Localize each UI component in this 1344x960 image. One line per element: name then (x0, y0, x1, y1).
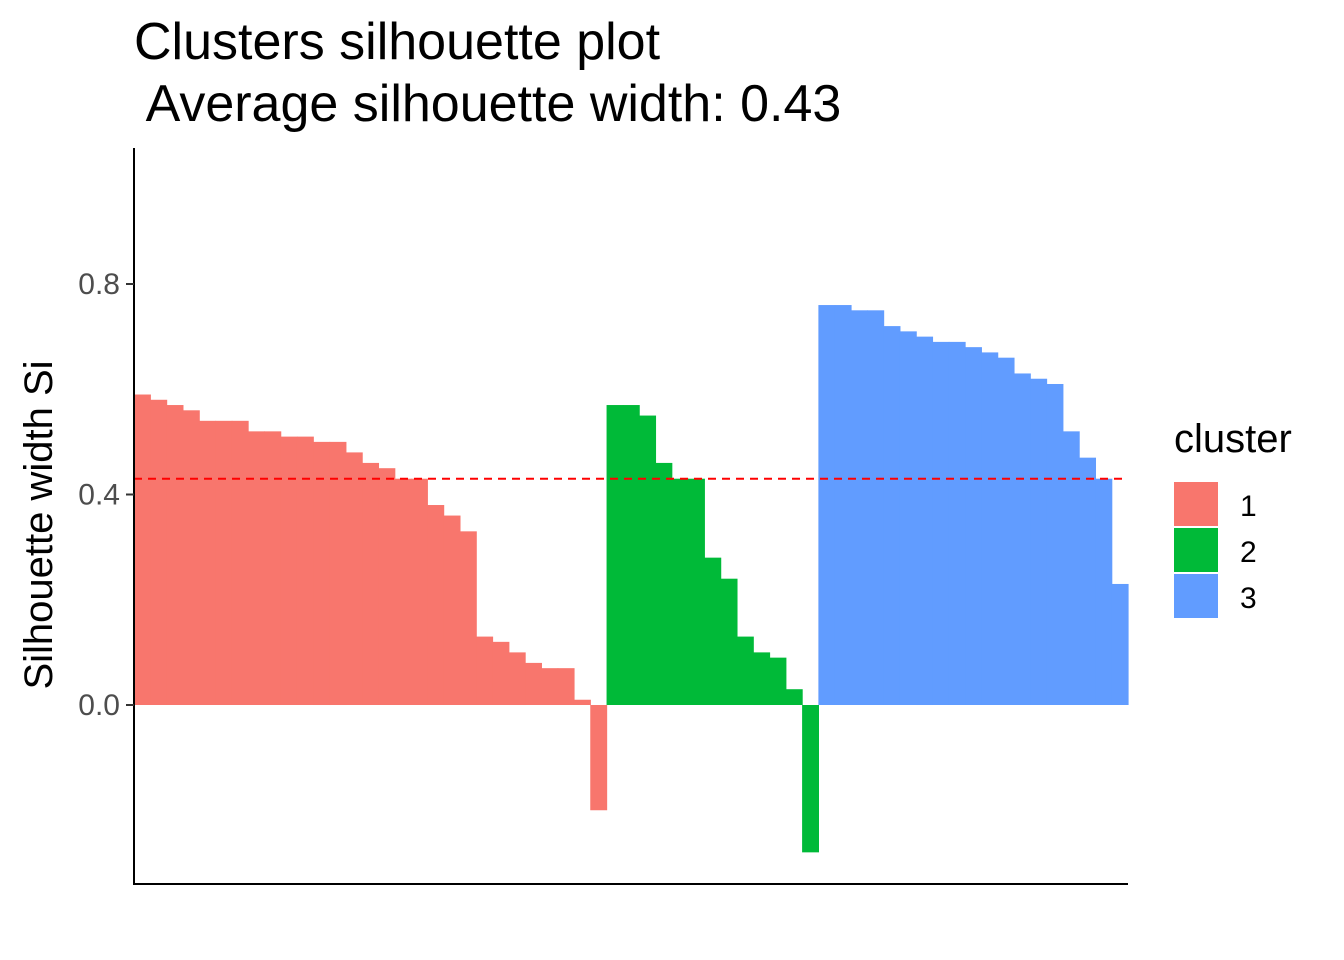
bar-cluster-1-18 (411, 478, 428, 705)
bar-cluster-1-20 (443, 515, 461, 705)
bar-cluster-1-17 (394, 478, 412, 705)
chart-subtitle: Average silhouette width: 0.43 (134, 75, 842, 133)
bar-cluster-1-2 (150, 399, 168, 705)
bar-cluster-1-14 (345, 452, 363, 705)
bar-cluster-3-4 (867, 310, 885, 705)
legend: cluster 1 2 3 (1174, 417, 1292, 618)
bar-cluster-1-27 (557, 668, 575, 705)
bar-cluster-3-15 (1046, 383, 1064, 705)
y-tick-label: 0.4 (78, 479, 120, 512)
bar-cluster-1-29 (590, 705, 608, 811)
bar-cluster-3-16 (1062, 431, 1080, 705)
bar-cluster-2-2 (622, 405, 640, 705)
chart-title: Clusters silhouette plot (134, 13, 661, 71)
legend-label-2: 2 (1240, 536, 1257, 569)
legend-key-2 (1174, 528, 1218, 572)
bar-cluster-1-12 (313, 441, 331, 706)
bar-cluster-3-1 (818, 305, 836, 705)
bar-cluster-2-5 (671, 478, 689, 705)
legend-key-3 (1174, 574, 1218, 618)
bar-cluster-3-17 (1079, 457, 1097, 705)
legend-key-1 (1174, 482, 1218, 526)
bar-cluster-1-24 (508, 652, 526, 706)
bar-cluster-1-21 (459, 531, 477, 705)
bar-cluster-2-8 (720, 578, 738, 705)
bar-cluster-1-13 (329, 441, 347, 706)
bar-cluster-2-12 (785, 689, 803, 705)
bar-cluster-1-9 (264, 431, 282, 705)
bar-cluster-3-8 (932, 341, 950, 705)
bar-cluster-1-1 (134, 394, 151, 705)
bar-cluster-2-6 (688, 478, 705, 705)
bar-cluster-1-28 (573, 699, 591, 705)
y-tick-label: 0.8 (78, 268, 120, 301)
bar-cluster-3-12 (997, 357, 1015, 705)
bar-cluster-1-7 (231, 420, 249, 705)
bar-cluster-3-2 (834, 305, 852, 705)
bar-cluster-2-3 (639, 415, 657, 705)
bar-cluster-1-19 (427, 505, 445, 705)
bar-cluster-1-11 (296, 436, 314, 705)
bar-cluster-1-22 (476, 636, 494, 705)
bar-cluster-1-10 (280, 436, 298, 705)
bar-cluster-3-7 (916, 336, 934, 706)
bar-cluster-2-7 (704, 557, 722, 705)
bar-cluster-1-5 (199, 420, 217, 705)
bar-cluster-3-18 (1095, 478, 1113, 705)
bars-group (134, 305, 1129, 853)
bar-cluster-1-16 (378, 468, 396, 705)
bar-cluster-1-4 (182, 410, 200, 705)
bar-cluster-1-23 (492, 641, 510, 705)
bar-cluster-3-11 (981, 352, 999, 705)
bar-cluster-3-6 (899, 331, 917, 705)
y-ticks-group: 0.0 0.4 0.8 (78, 268, 134, 722)
y-axis-label: Silhouette width Si (17, 360, 61, 689)
bar-cluster-2-1 (606, 405, 624, 705)
bar-cluster-3-10 (965, 347, 982, 705)
bar-cluster-2-11 (769, 657, 787, 705)
bar-cluster-1-25 (525, 662, 542, 705)
bar-cluster-3-14 (1030, 378, 1048, 705)
bar-cluster-1-15 (362, 462, 380, 705)
bar-cluster-3-9 (948, 341, 966, 705)
bar-cluster-2-4 (655, 462, 673, 705)
y-tick-label: 0.0 (78, 689, 120, 722)
bar-cluster-2-13 (802, 705, 819, 853)
bar-cluster-1-8 (248, 431, 265, 705)
bar-cluster-3-3 (850, 310, 868, 705)
bar-cluster-1-26 (541, 668, 559, 705)
bar-cluster-2-10 (753, 652, 771, 706)
legend-title: cluster (1174, 417, 1292, 461)
bar-cluster-1-6 (215, 420, 233, 705)
bar-cluster-3-13 (1013, 373, 1031, 705)
bar-cluster-3-19 (1111, 583, 1129, 705)
bar-cluster-2-9 (736, 636, 754, 705)
legend-label-3: 3 (1240, 582, 1257, 615)
legend-label-1: 1 (1240, 490, 1257, 523)
bar-cluster-3-5 (883, 326, 901, 705)
bar-cluster-1-3 (166, 405, 184, 705)
